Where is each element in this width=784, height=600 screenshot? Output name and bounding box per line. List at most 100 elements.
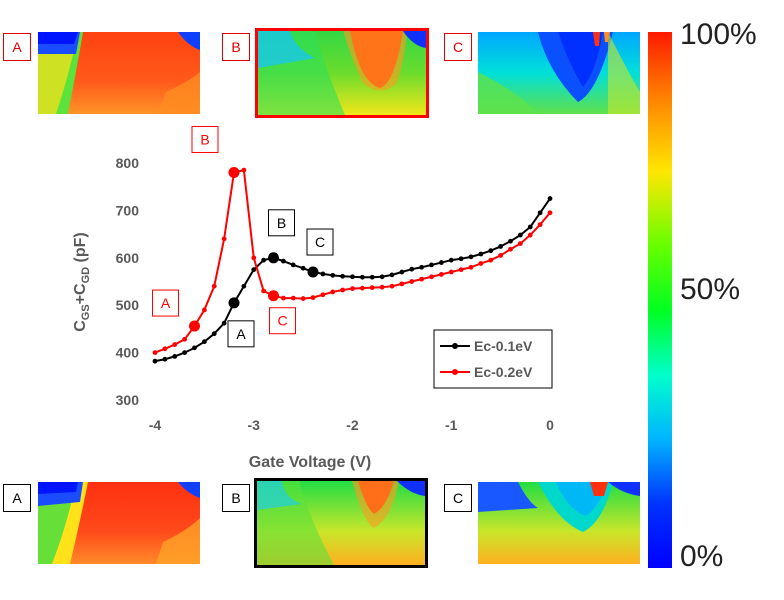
y-axis-label: CGS+CGD (pF) — [72, 232, 92, 332]
legend-label-series-2: Ec-0.2eV — [474, 364, 533, 380]
data-point — [379, 284, 385, 290]
data-point — [488, 257, 494, 263]
data-point — [468, 254, 474, 260]
data-point — [448, 257, 454, 263]
annotation-box — [152, 289, 179, 317]
legend: Ec-0.1eV Ec-0.2eV — [433, 329, 553, 389]
data-point — [448, 269, 454, 275]
legend-marker-series-2 — [452, 369, 458, 375]
data-point — [340, 287, 346, 293]
annotation-box — [268, 209, 295, 237]
data-point — [172, 353, 178, 359]
legend-label-series-1: Ec-0.1eV — [474, 338, 533, 354]
data-point — [527, 232, 533, 238]
data-point — [419, 276, 425, 282]
data-point — [172, 342, 178, 347]
data-point — [399, 269, 405, 275]
data-point — [330, 289, 336, 295]
annotation-box — [191, 125, 219, 153]
annotation-marker — [268, 290, 279, 302]
data-point — [508, 246, 513, 252]
data-point — [290, 262, 296, 268]
y-axis: CGS+CGD (pF) — [72, 232, 92, 332]
bottom-label-a: A — [3, 484, 31, 512]
annotation-box — [227, 320, 255, 348]
x-axis-label: Gate Voltage (V) — [249, 454, 371, 471]
y-tick-label: 300 — [116, 392, 140, 408]
annotation-box — [306, 228, 334, 256]
y-tick-label: 800 — [116, 155, 140, 171]
annotation-marker — [228, 297, 240, 309]
data-point — [152, 358, 158, 364]
data-point — [537, 210, 543, 216]
annotation-marker — [307, 266, 319, 278]
data-point — [498, 244, 504, 249]
data-point — [458, 267, 464, 273]
bottom-label-c: C — [444, 484, 472, 512]
data-point — [280, 258, 286, 264]
data-point — [290, 295, 296, 301]
annotation-label: B — [277, 215, 286, 231]
data-point — [221, 320, 227, 326]
data-point — [221, 236, 227, 242]
top-panel-b — [255, 28, 429, 118]
data-point — [468, 264, 474, 270]
y-tick-label: 400 — [116, 345, 140, 361]
colorbar-bottom-label: 0% — [680, 540, 724, 573]
annotation-label: C — [277, 313, 287, 329]
data-point — [182, 350, 188, 355]
data-point — [389, 283, 395, 289]
annotation-marker — [189, 320, 200, 332]
data-point — [478, 261, 484, 266]
data-point — [409, 266, 415, 272]
data-point — [350, 274, 355, 280]
data-point — [251, 255, 257, 261]
top-panel-c — [478, 32, 640, 114]
data-point — [438, 260, 444, 265]
data-point — [251, 267, 257, 273]
data-point — [162, 356, 168, 362]
annotation-marker — [268, 252, 279, 264]
colorbar-mid-label: 50% — [680, 273, 741, 306]
data-point — [300, 265, 306, 271]
annotation-label: C — [315, 234, 325, 250]
data-point — [369, 274, 375, 280]
data-point — [330, 272, 336, 278]
annotation-box — [269, 307, 296, 335]
data-point — [241, 167, 247, 173]
colorbar — [648, 32, 672, 568]
y-tick-label: 700 — [116, 202, 140, 218]
data-point — [201, 339, 207, 345]
data-point — [261, 288, 267, 294]
colorbar-top-label: 100% — [680, 18, 757, 51]
data-point — [320, 292, 326, 298]
top-panel-a — [38, 32, 200, 114]
annotation-marker — [228, 166, 240, 178]
data-point — [300, 296, 306, 301]
x-axis: Gate Voltage (V) — [249, 454, 371, 471]
data-point — [261, 257, 267, 263]
annotation-label: A — [236, 326, 246, 342]
top-label-c: C — [444, 33, 472, 61]
x-tick-label: -4 — [149, 417, 162, 433]
x-tick-label: -2 — [346, 417, 359, 433]
data-point — [280, 295, 286, 301]
bottom-panel-a — [38, 482, 200, 564]
data-point — [419, 264, 425, 270]
data-point — [241, 283, 247, 289]
data-point — [211, 331, 217, 337]
data-point — [310, 295, 316, 301]
bottom-panel-b — [254, 478, 428, 568]
data-point — [478, 251, 484, 257]
data-point — [162, 346, 168, 352]
data-point — [547, 196, 553, 201]
data-point — [498, 253, 504, 258]
data-point — [369, 285, 375, 291]
data-point — [429, 274, 434, 280]
data-point — [458, 256, 464, 262]
data-point — [379, 274, 385, 280]
legend-marker-series-1 — [452, 343, 458, 349]
x-tick-label: -1 — [445, 417, 458, 433]
bottom-panel-c — [478, 482, 640, 564]
data-point — [409, 279, 415, 284]
